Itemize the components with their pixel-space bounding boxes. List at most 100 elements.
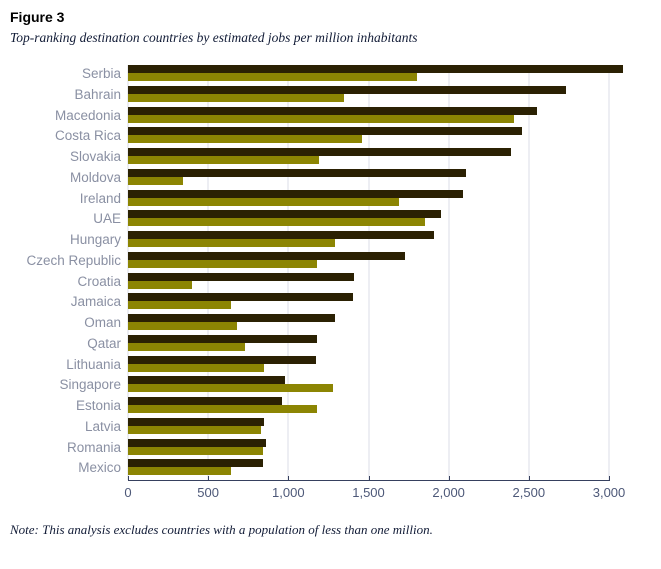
category-label: Moldova: [69, 169, 121, 185]
bar-row: Croatia: [0, 272, 661, 294]
bar-olive: [128, 467, 231, 476]
bar-stack: [128, 397, 661, 413]
bar-stack: [128, 417, 661, 434]
category-label: Croatia: [77, 273, 121, 289]
x-tick-label: 1,000: [272, 485, 305, 500]
bar-stack: [128, 438, 661, 455]
bar-olive: [128, 425, 262, 434]
bar-olive: [128, 405, 318, 413]
category-label: Latvia: [84, 418, 121, 434]
bar-olive: [128, 156, 319, 164]
bar-stack: [128, 459, 661, 476]
bar-dark: [128, 210, 441, 219]
bar-olive: [128, 239, 335, 247]
bar-olive: [128, 280, 193, 289]
bar-row: Ireland: [0, 189, 661, 211]
bar-row: Czech Republic: [0, 251, 661, 273]
bar-dark: [128, 355, 316, 364]
bar-row: Qatar: [0, 334, 661, 356]
bar-row: Singapore: [0, 376, 661, 397]
x-tick-label: 1,500: [352, 485, 385, 500]
bar-stack: [128, 231, 661, 247]
axis-tick: [208, 476, 210, 481]
bar-olive: [128, 218, 425, 227]
bar-olive: [128, 135, 363, 144]
bar-row: Oman: [0, 314, 661, 335]
bar-dark: [128, 417, 265, 426]
bar-row: Serbia: [0, 65, 661, 86]
bar-olive: [128, 73, 417, 81]
axis-tick: [448, 476, 450, 481]
category-label: Czech Republic: [26, 252, 121, 268]
bar-dark: [128, 65, 624, 73]
bar-stack: [128, 65, 661, 81]
category-label: Ireland: [79, 190, 121, 206]
x-tick-label: 3,000: [592, 485, 626, 500]
bar-dark: [128, 189, 464, 198]
bar-chart: Serbia Bahrain Macedonia Costa Rica Slovakia…: [0, 65, 661, 480]
bar-row: Mexico: [0, 459, 661, 480]
bar-dark: [128, 127, 523, 136]
bar-dark: [128, 106, 537, 115]
bar-stack: [128, 251, 661, 268]
bar-row: Moldova: [0, 168, 661, 190]
bar-stack: [128, 168, 661, 185]
bar-row: UAE: [0, 210, 661, 231]
bar-stack: [128, 127, 661, 144]
x-tick-label: 2,000: [432, 485, 465, 500]
category-label: Hungary: [69, 232, 121, 247]
bar-row: Estonia: [0, 397, 661, 418]
bar-dark: [128, 334, 318, 343]
bar-row: Latvia: [0, 417, 661, 439]
bar-dark: [128, 376, 286, 385]
bar-stack: [128, 106, 661, 123]
bar-stack: [128, 293, 661, 310]
category-label: Bahrain: [74, 86, 121, 102]
category-label: Costa Rica: [54, 128, 121, 144]
x-tick-label: 500: [197, 485, 220, 500]
bar-stack: [128, 314, 661, 330]
category-label: Romania: [66, 439, 121, 455]
figure-note: Note: This analysis excludes countries w…: [10, 522, 433, 537]
bar-stack: [128, 272, 661, 289]
x-axis: 0 500 1,000 1,500 2,000 2,500 3,000: [124, 476, 625, 500]
category-label: Jamaica: [70, 294, 121, 310]
category-label: Oman: [84, 315, 121, 330]
bar-dark: [128, 85, 566, 94]
category-label: Slovakia: [69, 149, 121, 164]
bar-dark: [128, 168, 467, 177]
bar-dark: [128, 397, 282, 405]
category-label: Qatar: [87, 335, 121, 351]
figure-label: Figure 3: [10, 9, 65, 25]
category-label: Singapore: [59, 377, 121, 393]
bar-row: Macedonia: [0, 106, 661, 128]
bar-olive: [128, 259, 318, 268]
axis-tick: [528, 476, 530, 481]
figure-subtitle: Top-ranking destination countries by est…: [10, 30, 418, 45]
bar-row: Slovakia: [0, 148, 661, 169]
bar-olive: [128, 363, 265, 372]
gridline: [527, 65, 530, 480]
category-label: Mexico: [78, 460, 121, 476]
bar-row: Hungary: [0, 231, 661, 252]
bar-olive: [128, 301, 231, 310]
bar-olive: [128, 342, 245, 351]
x-tick-label: 2,500: [512, 485, 546, 500]
bar-olive: [128, 384, 334, 393]
category-label: Lithuania: [66, 356, 121, 372]
bar-olive: [128, 93, 345, 102]
bar-dark: [128, 251, 406, 260]
bar-dark: [128, 459, 263, 468]
bar-rows: Serbia Bahrain Macedonia Costa Rica Slovakia…: [0, 65, 661, 480]
bar-row: Costa Rica: [0, 127, 661, 148]
bar-olive: [128, 114, 515, 123]
bar-row: Lithuania: [0, 355, 661, 377]
bar-stack: [128, 376, 661, 393]
category-label: Serbia: [81, 66, 121, 81]
bar-dark: [128, 272, 355, 281]
axis-tick: [288, 476, 290, 481]
axis-tick: [609, 476, 610, 481]
bar-stack: [128, 148, 661, 164]
bar-stack: [128, 334, 661, 351]
gridline: [447, 65, 450, 480]
